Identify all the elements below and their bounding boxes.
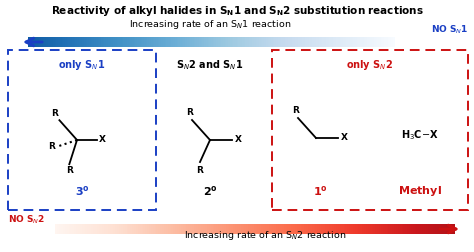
Text: $\mathbf{Methyl}$: $\mathbf{Methyl}$ [398,184,442,198]
Text: NO S$_N$1: NO S$_N$1 [430,24,468,37]
Text: R: R [187,108,193,117]
Text: X: X [235,136,242,144]
Text: NO S$_N$2: NO S$_N$2 [8,214,46,227]
Text: $\mathbf{1^o}$: $\mathbf{1^o}$ [312,184,328,198]
Text: R: R [48,142,55,151]
Text: R: R [292,106,300,115]
Text: R: R [197,166,203,175]
Text: $\mathbf{2^o}$: $\mathbf{2^o}$ [202,184,218,198]
FancyBboxPatch shape [8,50,156,210]
Text: H$_3$C$-$X: H$_3$C$-$X [401,128,439,142]
Text: Increasing rate of an S$_N$2 reaction: Increasing rate of an S$_N$2 reaction [184,229,346,242]
Text: X: X [341,134,348,142]
Text: $\mathbf{3^o}$: $\mathbf{3^o}$ [74,184,90,198]
Text: X: X [99,136,106,144]
Text: R: R [66,166,73,175]
FancyBboxPatch shape [272,50,468,210]
Text: Increasing rate of an S$_N$1 reaction: Increasing rate of an S$_N$1 reaction [129,18,291,31]
Text: only S$_N$2: only S$_N$2 [346,58,393,72]
Text: S$_N$2 and S$_N$1: S$_N$2 and S$_N$1 [176,58,244,72]
Text: only S$_N$1: only S$_N$1 [58,58,106,72]
Text: $\bf{Reactivity\ of\ alkyl\ halides\ in\ S_N1\ and\ S_N2\ substitution\ reaction: $\bf{Reactivity\ of\ alkyl\ halides\ in\… [51,4,423,18]
Text: R: R [51,109,58,118]
